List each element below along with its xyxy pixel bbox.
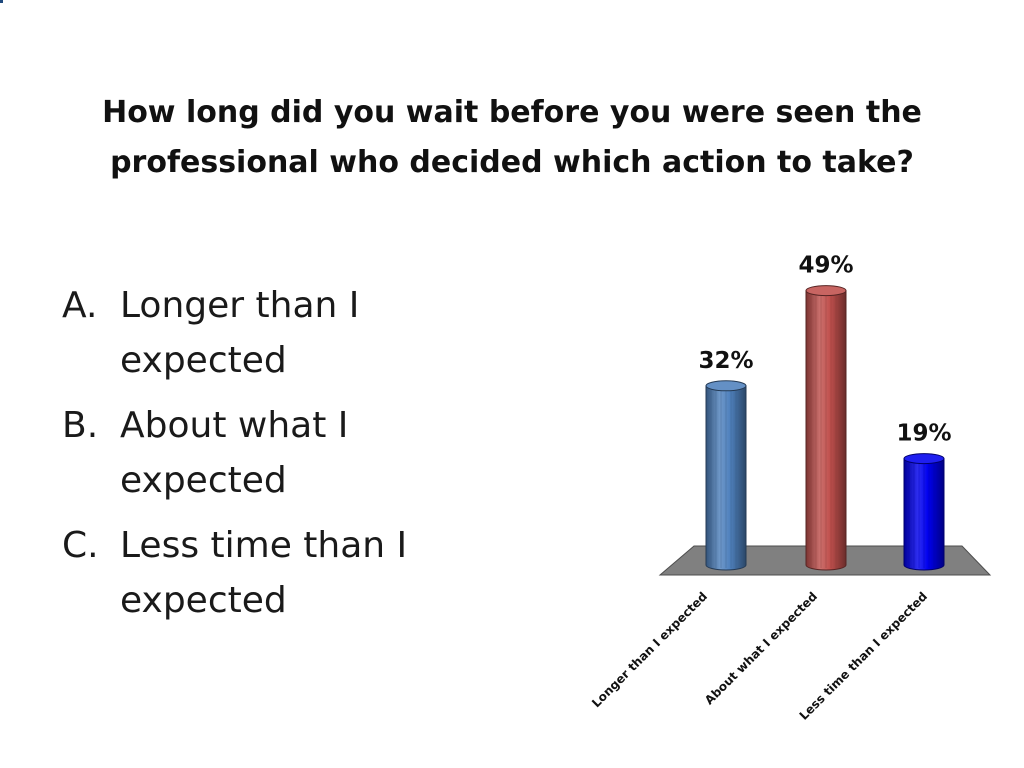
question-title: How long did you wait before you were se…: [60, 88, 964, 188]
answer-option-a: A. Longer than I expected: [62, 278, 482, 388]
chart-bar-top: [705, 380, 747, 392]
option-letter: A.: [62, 285, 98, 326]
option-text: About what I expected: [120, 405, 349, 501]
answer-option-c: C. Less time than I expected: [62, 518, 482, 628]
option-text: Longer than I expected: [120, 285, 360, 381]
chart-category-label: Longer than I expected: [589, 589, 710, 710]
chart-value-label: 49%: [798, 253, 853, 279]
chart-bar: [903, 453, 945, 571]
answer-options: A. Longer than I expected B. About what …: [62, 278, 482, 638]
chart-bar-top: [805, 285, 847, 297]
question-title-line1: How long did you wait before you were se…: [102, 95, 922, 130]
chart-bar: [705, 380, 747, 571]
chart-bar: [805, 285, 847, 571]
chart-value-label: 32%: [698, 348, 753, 374]
option-letter: B.: [62, 405, 99, 446]
corner-mark: [0, 0, 3, 3]
answer-option-b: B. About what I expected: [62, 398, 482, 508]
option-text: Less time than I expected: [120, 525, 408, 621]
question-title-line2: professional who decided which action to…: [110, 145, 914, 180]
chart-category-label: About what I expected: [702, 589, 820, 707]
option-letter: C.: [62, 525, 99, 566]
chart-value-label: 19%: [896, 421, 951, 447]
chart-category-label: Less time than I expected: [797, 589, 931, 723]
chart-bar-top: [903, 453, 945, 465]
